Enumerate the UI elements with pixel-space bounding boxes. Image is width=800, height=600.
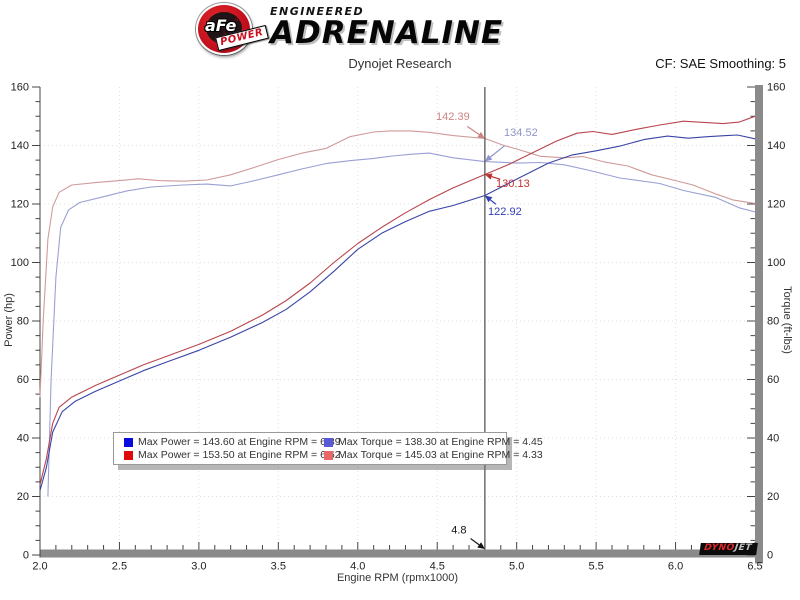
- svg-text:6.0: 6.0: [668, 561, 683, 573]
- svg-text:40: 40: [767, 433, 779, 445]
- svg-text:60: 60: [767, 374, 779, 386]
- callout-134.52: 134.52: [484, 127, 538, 162]
- svg-text:2.5: 2.5: [112, 561, 127, 573]
- legend-item-max-torque-blue: Max Torque = 138.30 at Engine RPM = 4.45: [324, 436, 543, 448]
- curve-power-red: [39, 115, 756, 485]
- rpm-axis-label: Engine RPM (rpmx1000): [336, 572, 459, 584]
- legend-box: Max Power = 143.60 at Engine RPM = 6.39 …: [113, 432, 543, 465]
- svg-text:5.5: 5.5: [588, 561, 603, 573]
- svg-text:3.0: 3.0: [191, 561, 206, 573]
- svg-text:160: 160: [767, 82, 785, 94]
- svg-text:0: 0: [767, 550, 773, 562]
- afe-power-logo: aFe POWER ENGINEERED ADRENALINE: [196, 2, 526, 55]
- callout-122.92: 122.92: [484, 195, 522, 218]
- svg-text:5.0: 5.0: [509, 561, 524, 573]
- legend-swatch-blue-power: [124, 437, 133, 447]
- svg-text:122.92: 122.92: [488, 206, 522, 218]
- svg-text:130.13: 130.13: [496, 178, 530, 190]
- legend-swatch-blue-torque: [324, 437, 333, 447]
- legend-item-max-power-red: Max Power = 153.50 at Engine RPM = 6.62: [124, 449, 341, 461]
- svg-text:6.5: 6.5: [747, 561, 762, 573]
- svg-text:20: 20: [767, 491, 779, 503]
- svg-text:0: 0: [23, 550, 29, 562]
- logo-line-adrenaline: ADRENALINE: [270, 15, 504, 51]
- curve-torque-red: [39, 130, 756, 398]
- torque-axis-label: Torque (ft-lbs): [781, 286, 793, 354]
- legend-label: Max Power = 153.50 at Engine RPM = 6.62: [138, 449, 341, 461]
- svg-text:2.0: 2.0: [32, 561, 47, 573]
- axis-ticks: [32, 86, 756, 556]
- callout-142.39: 142.39: [436, 111, 485, 139]
- callout-130.13: 130.13: [484, 173, 530, 190]
- right-axis-bar: [755, 85, 763, 564]
- svg-text:120: 120: [767, 199, 785, 211]
- svg-text:134.52: 134.52: [504, 127, 538, 139]
- svg-text:140: 140: [767, 140, 785, 152]
- dynojet-logo-dyno: DYNO: [703, 543, 736, 553]
- dynojet-logo-jet: JET: [733, 543, 753, 553]
- legend-label: Max Torque = 145.03 at Engine RPM = 4.33: [338, 449, 543, 461]
- gridlines: [40, 87, 755, 555]
- svg-text:120: 120: [11, 199, 29, 211]
- svg-text:80: 80: [17, 316, 29, 328]
- svg-text:4.8: 4.8: [451, 525, 466, 537]
- legend-item-max-torque-red: Max Torque = 145.03 at Engine RPM = 4.33: [324, 449, 543, 461]
- callout-4.8: 4.8: [451, 525, 485, 549]
- svg-text:142.39: 142.39: [436, 111, 470, 123]
- svg-text:20: 20: [17, 491, 29, 503]
- legend-swatch-red-power: [124, 450, 133, 460]
- logo-line-engineered: ENGINEERED: [270, 5, 365, 18]
- svg-text:100: 100: [767, 257, 785, 269]
- svg-text:60: 60: [17, 374, 29, 386]
- chart-title: Dynojet Research: [348, 56, 452, 71]
- correction-factor-label: CF: SAE Smoothing: 5: [655, 56, 786, 71]
- tick-labels: 0 0 20 20 40 40 60 60 80 80 100 100 120 120 140 140 160 1…: [11, 82, 786, 573]
- curve-power-blue: [39, 134, 756, 491]
- x-axis-bar: [40, 549, 763, 558]
- logo-wordmark: ENGINEERED ADRENALINE: [270, 5, 503, 49]
- svg-text:4.0: 4.0: [350, 561, 365, 573]
- dynojet-logo: DYNOJET: [699, 543, 758, 555]
- svg-text:100: 100: [11, 257, 29, 269]
- svg-text:80: 80: [767, 316, 779, 328]
- svg-text:140: 140: [11, 140, 29, 152]
- legend-label: Max Torque = 138.30 at Engine RPM = 4.45: [338, 436, 543, 448]
- afe-badge-text: aFe: [205, 16, 237, 35]
- svg-text:4.5: 4.5: [430, 561, 445, 573]
- svg-text:160: 160: [11, 82, 29, 94]
- curve-torque-blue: [47, 152, 756, 497]
- legend-item-max-power-blue: Max Power = 143.60 at Engine RPM = 6.39: [124, 436, 341, 448]
- legend-swatch-red-torque: [324, 450, 333, 460]
- legend-label: Max Power = 143.60 at Engine RPM = 6.39: [138, 436, 341, 448]
- power-axis-label: Power (hp): [3, 293, 15, 347]
- svg-text:40: 40: [17, 433, 29, 445]
- afe-badge: aFe POWER: [196, 3, 269, 55]
- svg-text:3.5: 3.5: [271, 561, 286, 573]
